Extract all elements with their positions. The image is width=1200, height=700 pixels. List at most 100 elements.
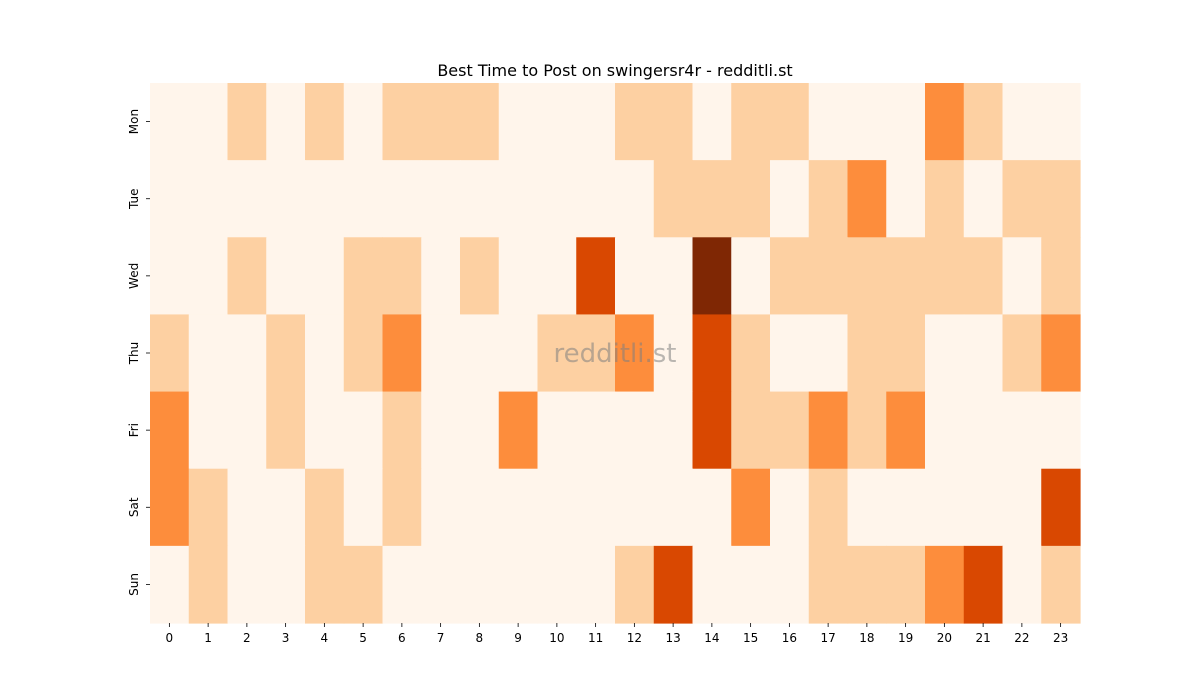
heatmap-cell	[537, 314, 577, 393]
x-tick-label: 1	[204, 631, 212, 645]
heatmap-cells	[150, 83, 1081, 624]
heatmap-cell	[343, 391, 384, 470]
heatmap-cell	[343, 237, 384, 316]
y-tick-label: Tue	[127, 188, 141, 210]
heatmap-cell	[421, 545, 461, 624]
x-tick-label: 13	[665, 631, 680, 645]
heatmap-cell	[847, 468, 887, 547]
heatmap-cell	[460, 83, 500, 161]
heatmap-cell	[615, 314, 655, 393]
heatmap-cell	[770, 83, 810, 161]
x-axis: 0 1 2 3 4 5 6 7 8 9 10 11 12 13 14 15 16 17 18 19 20 21 22 23	[166, 623, 1068, 645]
heatmap-cell	[770, 237, 810, 316]
heatmap-cell	[1002, 160, 1042, 238]
heatmap-cell	[925, 314, 965, 393]
x-tick-label: 22	[1014, 631, 1029, 645]
heatmap-cell	[731, 468, 771, 547]
x-tick-label: 2	[243, 631, 251, 645]
heatmap-cell	[188, 391, 229, 470]
heatmap-cell	[460, 545, 500, 624]
heatmap-cell	[460, 160, 500, 238]
heatmap-cell	[925, 160, 965, 238]
heatmap-cell	[808, 468, 849, 547]
heatmap-cell	[653, 83, 694, 161]
heatmap-cell	[731, 83, 771, 161]
heatmap-cell	[460, 391, 500, 470]
heatmap-cell	[731, 314, 771, 393]
heatmap-cell	[498, 237, 539, 316]
heatmap-cell	[498, 468, 539, 547]
heatmap-cell	[305, 83, 345, 161]
x-tick-label: 16	[782, 631, 797, 645]
heatmap-cell	[692, 391, 732, 470]
heatmap-cell	[615, 237, 655, 316]
heatmap-cell	[227, 83, 267, 161]
heatmap-cell	[770, 468, 810, 547]
watermark: redditli.st	[554, 339, 677, 369]
heatmap-cell	[925, 391, 965, 470]
heatmap-cell	[266, 545, 306, 624]
heatmap-cell	[692, 314, 732, 393]
heatmap-cell	[925, 237, 965, 316]
heatmap-cell	[227, 391, 267, 470]
x-tick-label: 7	[437, 631, 445, 645]
heatmap-cell	[537, 237, 577, 316]
x-tick-label: 15	[743, 631, 758, 645]
heatmap-cell	[770, 545, 810, 624]
x-tick-label: 9	[514, 631, 522, 645]
heatmap-cell	[227, 314, 267, 393]
heatmap-cell	[150, 314, 190, 393]
heatmap-cell	[343, 314, 384, 393]
heatmap-cell	[537, 468, 577, 547]
x-tick-label: 4	[321, 631, 329, 645]
heatmap-cell	[343, 83, 384, 161]
heatmap-cell	[886, 237, 926, 316]
heatmap-cell	[1002, 391, 1042, 470]
heatmap-cell	[498, 391, 539, 470]
heatmap-cell	[305, 468, 345, 547]
heatmap-cell	[963, 237, 1004, 316]
heatmap-cell	[343, 468, 384, 547]
heatmap-cell	[537, 391, 577, 470]
y-tick-label: Sat	[127, 497, 141, 517]
x-tick-label: 6	[398, 631, 406, 645]
heatmap-cell	[615, 468, 655, 547]
heatmap-cell	[498, 83, 539, 161]
y-tick-label: Mon	[127, 109, 141, 134]
heatmap-cell	[1041, 391, 1081, 470]
heatmap-cell	[188, 314, 229, 393]
heatmap-cell	[886, 160, 926, 238]
heatmap-cell	[731, 160, 771, 238]
heatmap-cell	[770, 160, 810, 238]
chart-title: Best Time to Post on swingersr4r - reddi…	[437, 61, 792, 80]
heatmap-cell	[770, 314, 810, 393]
heatmap-cell	[266, 237, 306, 316]
heatmap-cell	[576, 160, 616, 238]
heatmap-cell	[615, 83, 655, 161]
heatmap-cell	[343, 545, 384, 624]
heatmap-cell	[653, 545, 694, 624]
heatmap-cell	[925, 545, 965, 624]
heatmap-cell	[731, 545, 771, 624]
heatmap-cell	[576, 468, 616, 547]
heatmap-cell	[460, 237, 500, 316]
heatmap-cell	[1002, 468, 1042, 547]
heatmap-cell	[847, 83, 887, 161]
heatmap-cell	[537, 83, 577, 161]
heatmap-cell	[808, 83, 849, 161]
heatmap-cell	[537, 545, 577, 624]
heatmap-cell	[498, 545, 539, 624]
y-axis: Mon Tue Wed Thu Fri Sat Sun	[127, 109, 150, 596]
heatmap-cell	[847, 237, 887, 316]
heatmap-cell	[498, 314, 539, 393]
heatmap-cell	[615, 545, 655, 624]
heatmap-cell	[886, 314, 926, 393]
heatmap-cell	[305, 237, 345, 316]
x-tick-label: 14	[704, 631, 719, 645]
x-tick-label: 18	[859, 631, 874, 645]
heatmap-cell	[925, 468, 965, 547]
heatmap-cell	[421, 83, 461, 161]
heatmap-cell	[1002, 314, 1042, 393]
x-tick-label: 23	[1053, 631, 1068, 645]
